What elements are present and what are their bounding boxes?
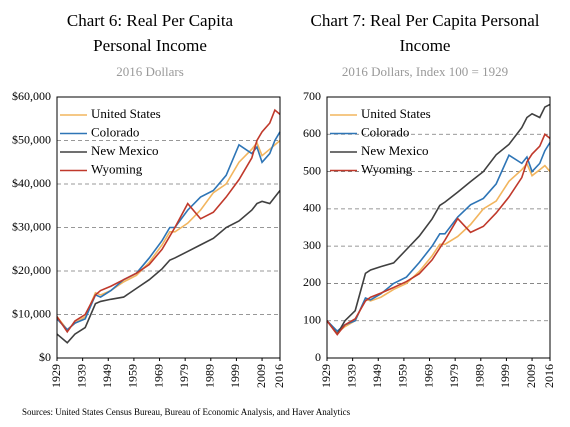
x-tick-label: 1969 — [151, 364, 165, 388]
x-tick-label: 1949 — [100, 364, 114, 388]
plot-frame — [56, 96, 281, 359]
source-note: Sources: United States Census Bureau, Bu… — [22, 407, 351, 417]
y-tick-label: 600 — [303, 126, 321, 140]
y-tick-label: $10,000 — [12, 306, 51, 320]
series-line — [56, 108, 281, 334]
legend-label: United States — [91, 106, 161, 121]
series-line — [326, 103, 551, 336]
legend-label: Wyoming — [91, 161, 143, 176]
x-tick-label: 1979 — [177, 364, 191, 388]
y-tick-label: 500 — [303, 163, 321, 177]
y-tick-label: 200 — [303, 275, 321, 289]
x-tick-label: 1939 — [74, 364, 88, 388]
plot-frame — [326, 96, 551, 359]
chart-title: Income — [400, 36, 451, 55]
chart-subtitle: 2016 Dollars, Index 100 = 1929 — [342, 64, 508, 79]
x-tick-label: 2016 — [542, 364, 556, 388]
x-tick-label: 1969 — [421, 364, 435, 388]
y-tick-label: 0 — [315, 350, 321, 364]
y-tick-label: $20,000 — [12, 263, 51, 277]
x-tick-label: 1929 — [49, 364, 63, 388]
legend-label: Colorado — [361, 124, 409, 139]
y-tick-label: 300 — [303, 238, 321, 252]
x-tick-label: 1959 — [396, 364, 410, 388]
legend-label: Colorado — [91, 124, 139, 139]
y-tick-label: 100 — [303, 312, 321, 326]
x-tick-label: 1999 — [498, 364, 512, 388]
chart-title: Chart 6: Real Per Capita — [67, 11, 234, 30]
chart-title: Personal Income — [93, 36, 207, 55]
legend-label: New Mexico — [91, 143, 159, 158]
x-tick-label: 2009 — [254, 364, 268, 388]
y-tick-label: $0 — [39, 350, 51, 364]
x-tick-label: 1949 — [370, 364, 384, 388]
y-tick-label: $60,000 — [12, 89, 51, 103]
y-tick-label: $30,000 — [12, 219, 51, 233]
x-tick-label: 1989 — [203, 364, 217, 388]
x-tick-label: 1989 — [473, 364, 487, 388]
legend-label: Wyoming — [361, 161, 413, 176]
x-tick-label: 1999 — [228, 364, 242, 388]
x-tick-label: 2016 — [272, 364, 286, 388]
legend-label: United States — [361, 106, 431, 121]
series-line — [56, 190, 281, 344]
y-tick-label: $40,000 — [12, 176, 51, 190]
x-tick-label: 2009 — [524, 364, 538, 388]
x-tick-label: 1959 — [126, 364, 140, 388]
chart-subtitle: 2016 Dollars — [116, 64, 184, 79]
x-tick-label: 1979 — [447, 364, 461, 388]
chart-title: Chart 7: Real Per Capita Personal — [311, 11, 540, 30]
x-tick-label: 1929 — [319, 364, 333, 388]
y-tick-label: 700 — [303, 89, 321, 103]
x-tick-label: 1939 — [344, 364, 358, 388]
series-line — [326, 133, 551, 336]
y-tick-label: $50,000 — [12, 132, 51, 146]
legend-label: New Mexico — [361, 143, 429, 158]
y-tick-label: 400 — [303, 201, 321, 215]
